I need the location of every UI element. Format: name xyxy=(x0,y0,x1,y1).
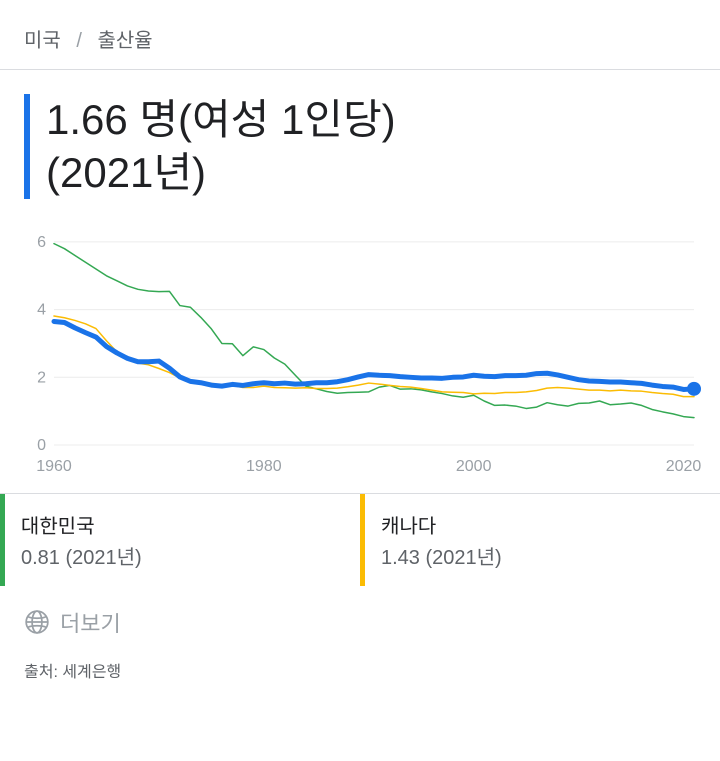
panel: 미국 / 출산율 1.66 명(여성 1인당) (2021년) 0 2 4 6 1960… xyxy=(0,0,720,706)
source-prefix: 출처: xyxy=(24,664,62,681)
svg-text:2020: 2020 xyxy=(666,458,702,475)
chart-container: 0 2 4 6 1960 1980 2000 2020 xyxy=(0,215,720,485)
breadcrumb: 미국 / 출산율 xyxy=(0,0,720,69)
breadcrumb-metric[interactable]: 출산율 xyxy=(98,30,153,52)
legend-item-value: 1.43 (2021년) xyxy=(381,541,700,570)
legend-item-name: 캐나다 xyxy=(381,510,700,539)
svg-text:4: 4 xyxy=(37,302,46,319)
breadcrumb-separator: / xyxy=(76,30,82,52)
legend-item-0[interactable]: 대한민국0.81 (2021년) xyxy=(0,494,360,586)
legend-item-1[interactable]: 캐나다1.43 (2021년) xyxy=(360,494,720,586)
series-usa-end-dot[interactable] xyxy=(687,382,701,396)
headline-year: (2021년) xyxy=(46,147,696,200)
series-korea[interactable] xyxy=(54,244,694,418)
more-label: 더보기 xyxy=(60,606,121,638)
more-button[interactable]: 더보기 xyxy=(0,586,720,650)
headline: 1.66 명(여성 1인당) (2021년) xyxy=(24,94,696,199)
legend: 대한민국0.81 (2021년)캐나다1.43 (2021년) xyxy=(0,493,720,586)
series-usa[interactable] xyxy=(54,321,694,389)
headline-value: 1.66 명(여성 1인당) xyxy=(46,94,696,147)
series-canada[interactable] xyxy=(54,316,694,397)
svg-text:2: 2 xyxy=(37,369,46,386)
line-chart[interactable]: 0 2 4 6 1960 1980 2000 2020 xyxy=(24,215,704,485)
legend-item-name: 대한민국 xyxy=(21,510,340,539)
globe-icon xyxy=(24,609,50,635)
svg-text:1960: 1960 xyxy=(36,458,72,475)
svg-text:2000: 2000 xyxy=(456,458,492,475)
legend-item-value: 0.81 (2021년) xyxy=(21,541,340,570)
svg-text:0: 0 xyxy=(37,437,46,454)
divider xyxy=(0,69,720,70)
source-name[interactable]: 세계은행 xyxy=(62,664,121,681)
breadcrumb-country[interactable]: 미국 xyxy=(24,30,61,52)
svg-text:6: 6 xyxy=(37,234,46,251)
svg-text:1980: 1980 xyxy=(246,458,282,475)
source-line: 출처: 세계은행 xyxy=(0,650,720,706)
